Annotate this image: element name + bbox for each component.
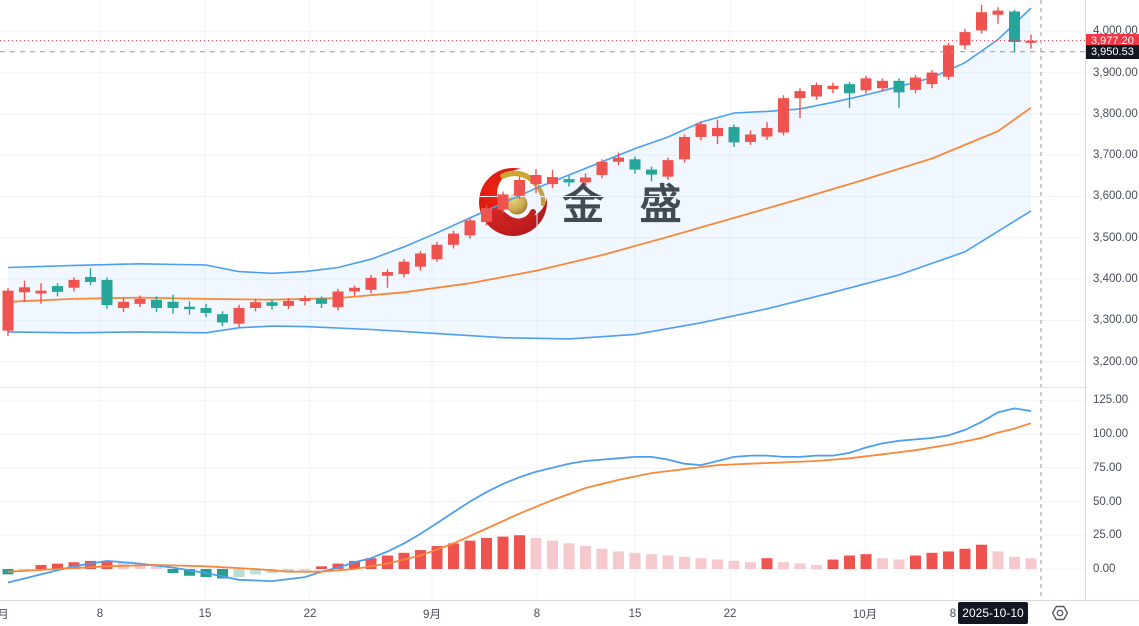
time-axis[interactable]: 月 8 15 22 9月 8 15 22 10月 8 [0,600,1139,626]
brand-watermark: 金 盛 [476,163,694,239]
price-axis-label: 3,200.00 [1093,355,1138,368]
price-axis-label: 100.00 [1093,428,1129,440]
price-axis-label: 50.00 [1093,495,1122,508]
price-axis-label: 3,500.00 [1093,231,1138,244]
time-axis-label: 9月 [423,609,441,621]
last-price-label: 3,977.20 [1086,33,1139,48]
time-axis-label: 8 [949,608,957,620]
price-axis-label: 3,900.00 [1093,66,1138,79]
time-axis-label: 8 [96,608,104,620]
price-axis[interactable]: 4,000.00 3,900.00 3,800.00 3,700.00 3,600.00… [1085,0,1139,600]
time-axis-label: 22 [723,608,737,620]
hexagon-gear-icon [1051,605,1069,621]
time-axis-label: 月 [0,609,9,621]
price-axis-label: 3,400.00 [1093,273,1138,286]
crosshair-price-label: 3,950.53 [1086,44,1139,59]
price-axis-label: 3,300.00 [1093,314,1138,327]
price-axis-label: 25.00 [1093,529,1122,542]
price-axis-label: 75.00 [1093,461,1122,474]
chart-canvas[interactable] [0,0,1085,600]
time-axis-label: 15 [628,608,642,620]
price-axis-label: 3,800.00 [1093,107,1138,120]
time-axis-label: 15 [198,608,212,620]
axis-settings-icon[interactable] [1050,603,1070,623]
time-axis-label: 22 [303,608,317,620]
price-axis-label: 125.00 [1093,394,1129,407]
brand-watermark-text: 金 盛 [562,171,694,232]
pane-separator[interactable] [0,387,1139,388]
price-axis-label: 0.00 [1093,563,1116,575]
time-axis-label: 8 [533,608,541,620]
time-axis-label: 10月 [852,609,878,621]
price-axis-label: 3,700.00 [1093,149,1138,162]
crosshair-date-label: 2025-10-10 [958,602,1028,624]
price-axis-label: 3,600.00 [1093,190,1138,203]
